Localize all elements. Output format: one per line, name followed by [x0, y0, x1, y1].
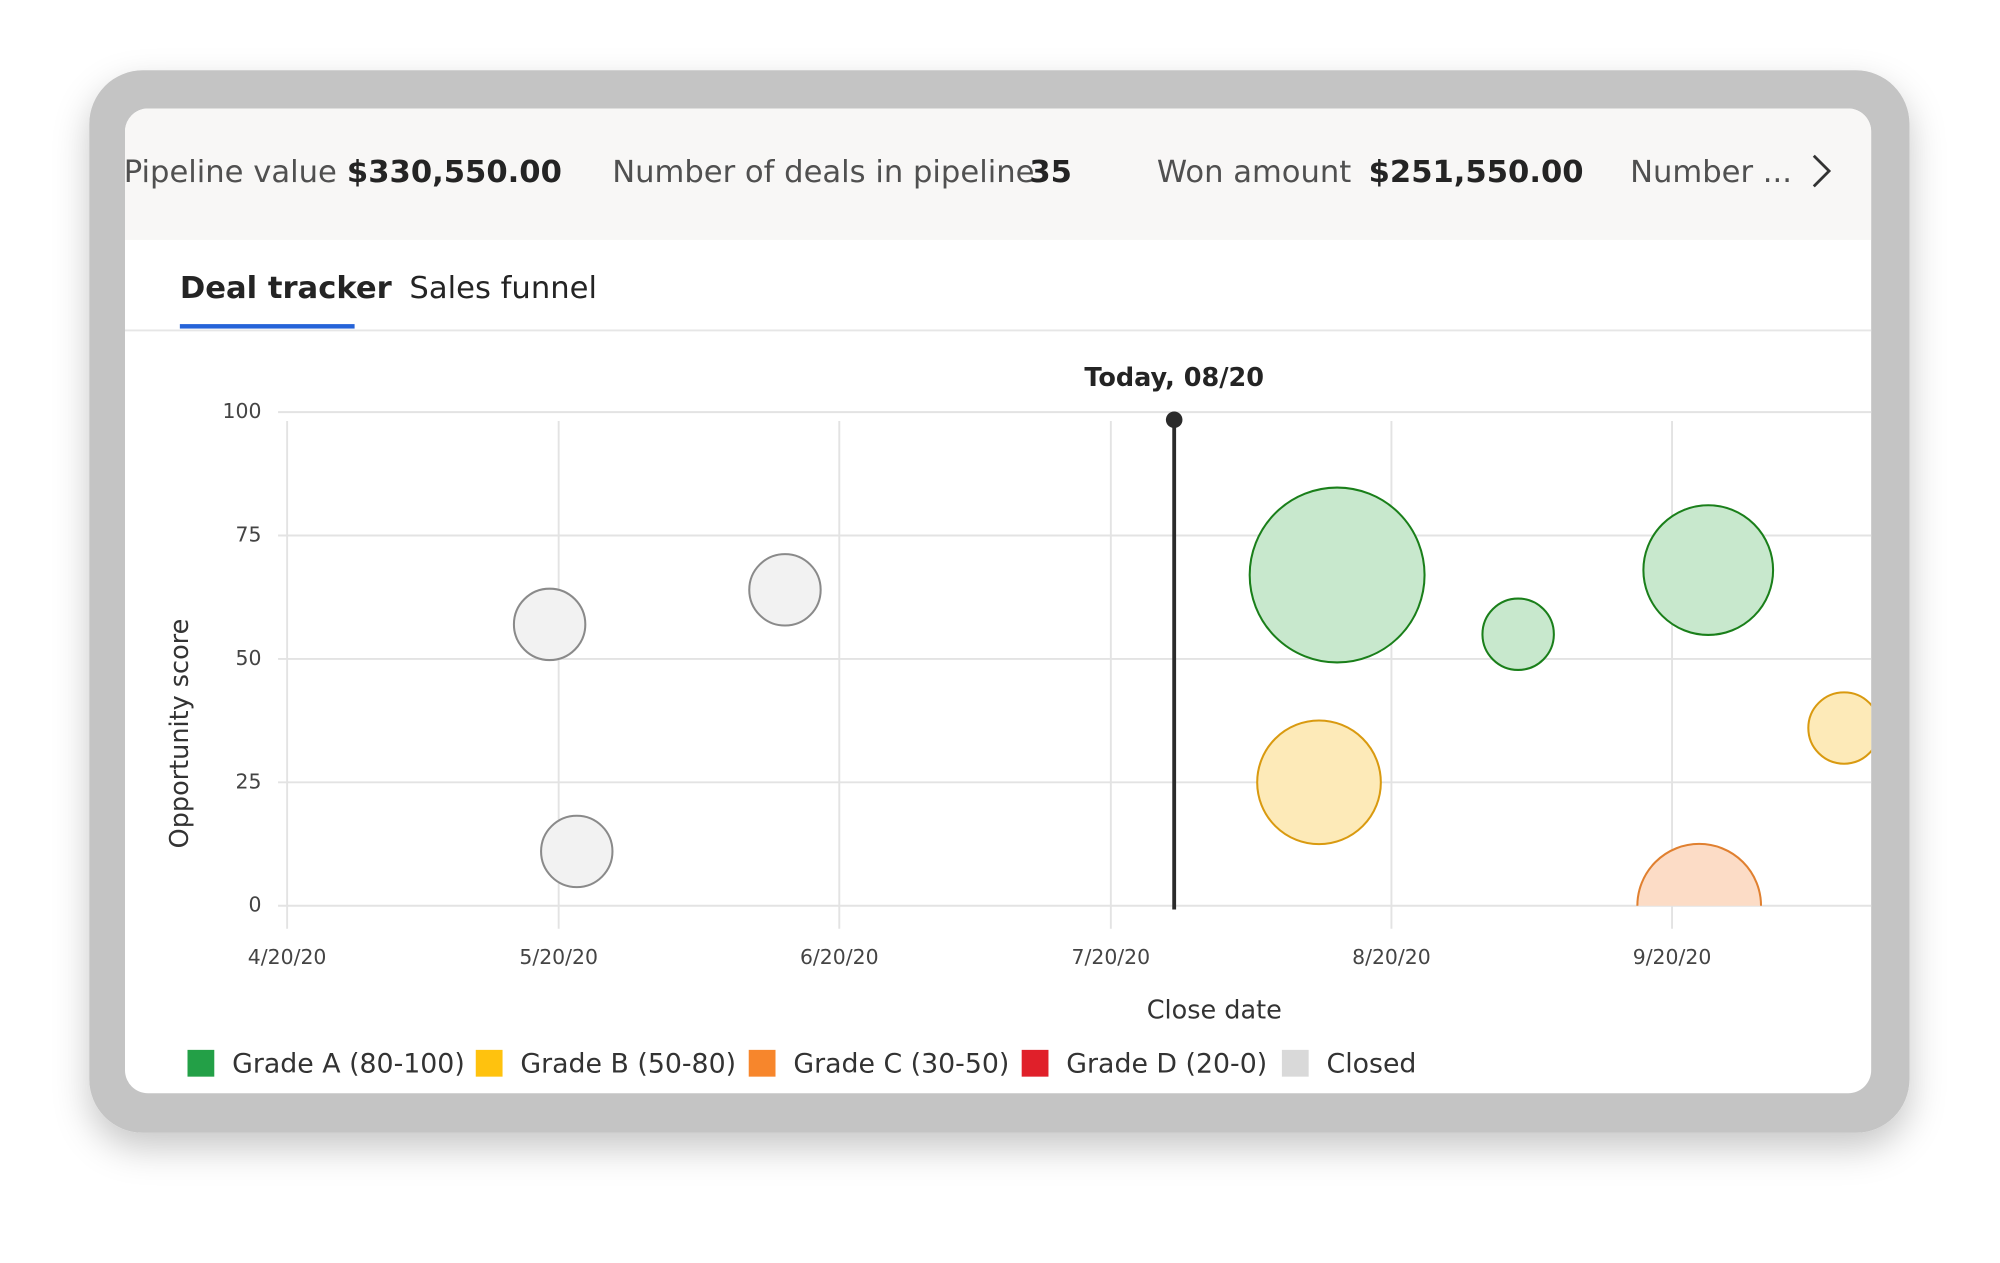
kpi-value: 35 [1029, 155, 1072, 190]
y-tick-label: 0 [248, 893, 261, 917]
bubble [540, 814, 614, 889]
x-tick-label: 6/20/20 [800, 945, 879, 969]
y-axis-title: Opportunity score [165, 619, 195, 849]
x-axis-title: Close date [1147, 996, 1282, 1026]
x-tick-label: 5/20/20 [519, 945, 598, 969]
legend-swatch [475, 1049, 503, 1077]
bubble [1807, 691, 1872, 765]
legend-label: Grade B (50-80) [520, 1049, 736, 1080]
x-tick-label: 9/20/20 [1633, 945, 1712, 969]
chart: 0 25 50 75 100 4/20/20 5/20/20 6/20/20 7/20/20 8/… [165, 363, 1872, 1080]
x-tick-label: 8/20/20 [1352, 945, 1431, 969]
kpi-label: Number ... [1630, 155, 1792, 190]
bubble [748, 553, 822, 627]
bubble [512, 587, 587, 662]
today-label: Today, 08/20 [1084, 363, 1264, 393]
y-tick-label: 75 [236, 523, 262, 547]
bubble [1248, 486, 1426, 664]
legend-swatch [1281, 1049, 1309, 1077]
legend-label: Grade C (30-50) [793, 1049, 1009, 1080]
tab-active[interactable]: Deal tracker [180, 271, 392, 306]
legend-swatch [187, 1049, 215, 1077]
kpi-value: $251,550.00 [1369, 155, 1584, 190]
legend-label: Closed [1327, 1049, 1417, 1080]
kpi-label: Number of deals in pipeline [612, 155, 1034, 190]
x-tick-label: 7/20/20 [1072, 945, 1151, 969]
y-tick-label: 100 [223, 399, 262, 423]
tab-underline [179, 324, 355, 329]
kpi-value: $330,550.00 [347, 155, 562, 190]
today-marker [1165, 411, 1183, 429]
legend-swatch [748, 1049, 776, 1077]
next-chevron[interactable] [1812, 154, 1832, 188]
legend-swatch [1021, 1049, 1049, 1077]
bubble [1481, 597, 1555, 671]
plot-area [512, 486, 1872, 906]
bubble [1256, 719, 1382, 846]
bubble [1642, 504, 1775, 636]
kpi-strip [125, 108, 1872, 240]
bubble [1636, 842, 1763, 906]
x-tick-label: 4/20/20 [248, 945, 327, 969]
kpi-label: Pipeline value [124, 155, 337, 190]
kpi-label: Won amount [1157, 155, 1351, 190]
tab[interactable]: Sales funnel [409, 271, 597, 306]
legend-label: Grade D (20-0) [1066, 1049, 1267, 1080]
y-tick-label: 50 [236, 646, 262, 670]
card [125, 108, 1872, 1094]
legend-label: Grade A (80-100) [232, 1049, 465, 1080]
y-tick-label: 25 [236, 769, 262, 793]
